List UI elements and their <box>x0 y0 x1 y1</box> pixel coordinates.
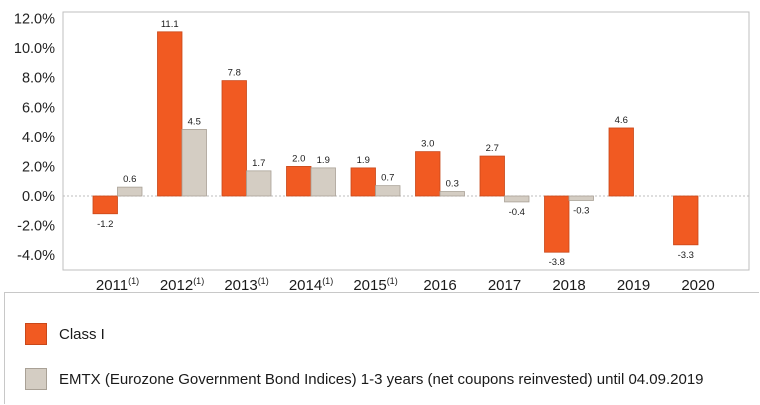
legend-label-class-i: Class I <box>59 325 105 343</box>
data-label: 4.6 <box>615 115 628 126</box>
bar-class-i <box>673 195 699 246</box>
bars <box>92 31 699 253</box>
data-label: 1.9 <box>317 155 330 166</box>
data-label: 2.0 <box>292 153 305 164</box>
y-tick-label: 12.0% <box>14 12 55 28</box>
bar-benchmark <box>117 186 143 197</box>
legend-swatch-benchmark <box>25 368 47 390</box>
bar-class-i <box>157 31 183 197</box>
y-tick-label: 8.0% <box>22 71 55 87</box>
data-label: 7.8 <box>228 68 241 79</box>
x-tick-label: 2020 <box>681 277 714 292</box>
data-label: -3.3 <box>678 250 694 261</box>
x-tick-label: 2017 <box>488 277 521 292</box>
bar-benchmark <box>246 170 272 197</box>
data-label: -1.2 <box>97 219 113 230</box>
legend-item-benchmark: EMTX (Eurozone Government Bond Indices) … <box>25 368 704 390</box>
legend-swatch-class-i <box>25 323 47 345</box>
y-tick-label: 6.0% <box>22 100 55 116</box>
data-label: 4.5 <box>188 116 201 127</box>
y-tick-label: 0.0% <box>22 189 55 205</box>
bar-class-i <box>544 195 570 253</box>
value-labels: -1.2 0.6 11.1 4.5 7.8 1.7 2.0 1.9 1.9 0.7 3.0 0.3 2.… <box>97 19 694 268</box>
bar-class-i <box>415 151 441 197</box>
bar-chart: 12.0% 10.0% 8.0% 6.0% 4.0% 2.0% 0.0% -2.0% -4.0%… <box>14 11 750 292</box>
x-tick-label: 2015(1) <box>353 276 397 292</box>
data-label: -3.8 <box>549 257 565 268</box>
legend: Class I EMTX (Eurozone Government Bond I… <box>4 292 759 404</box>
x-tick-label: 2011(1) <box>96 276 139 292</box>
data-label: -0.3 <box>573 205 589 216</box>
bar-benchmark <box>568 195 594 201</box>
legend-label-benchmark: EMTX (Eurozone Government Bond Indices) … <box>59 370 704 388</box>
y-axis-ticks: 12.0% 10.0% 8.0% 6.0% 4.0% 2.0% 0.0% -2.0% -4.0% <box>14 12 55 265</box>
bar-class-i <box>608 127 634 197</box>
data-label: 0.6 <box>123 174 136 185</box>
data-label: 3.0 <box>421 139 434 150</box>
x-tick-label: 2013(1) <box>224 276 268 292</box>
bar-benchmark <box>439 191 465 197</box>
bar-class-i <box>286 166 312 197</box>
data-label: 11.1 <box>161 19 179 30</box>
data-label: 1.7 <box>252 158 265 169</box>
bar-class-i <box>479 155 505 197</box>
y-tick-label: 10.0% <box>14 41 55 57</box>
bar-class-i <box>350 167 376 197</box>
bar-benchmark <box>181 129 207 197</box>
bar-benchmark <box>375 185 401 197</box>
bar-benchmark <box>310 167 336 197</box>
bar-benchmark <box>504 195 530 203</box>
x-tick-label: 2019 <box>617 277 650 292</box>
y-tick-label: 4.0% <box>22 130 55 146</box>
data-label: 1.9 <box>357 155 370 166</box>
bar-class-i <box>221 80 247 197</box>
bar-class-i <box>92 195 118 215</box>
x-tick-label: 2012(1) <box>160 276 204 292</box>
x-axis-labels: 2011(1) 2012(1) 2013(1) 2014(1) 2015(1) 2016 2… <box>96 276 715 292</box>
y-tick-label: -2.0% <box>17 219 55 235</box>
x-tick-label: 2016 <box>423 277 456 292</box>
y-tick-label: 2.0% <box>22 159 55 175</box>
data-label: -0.4 <box>509 207 525 218</box>
data-label: 2.7 <box>486 143 499 154</box>
data-label: 0.3 <box>446 179 459 190</box>
x-tick-label: 2018 <box>552 277 585 292</box>
data-label: 0.7 <box>381 173 394 184</box>
legend-item-class-i: Class I <box>25 323 105 345</box>
y-tick-label: -4.0% <box>17 248 55 264</box>
x-tick-label: 2014(1) <box>289 276 333 292</box>
